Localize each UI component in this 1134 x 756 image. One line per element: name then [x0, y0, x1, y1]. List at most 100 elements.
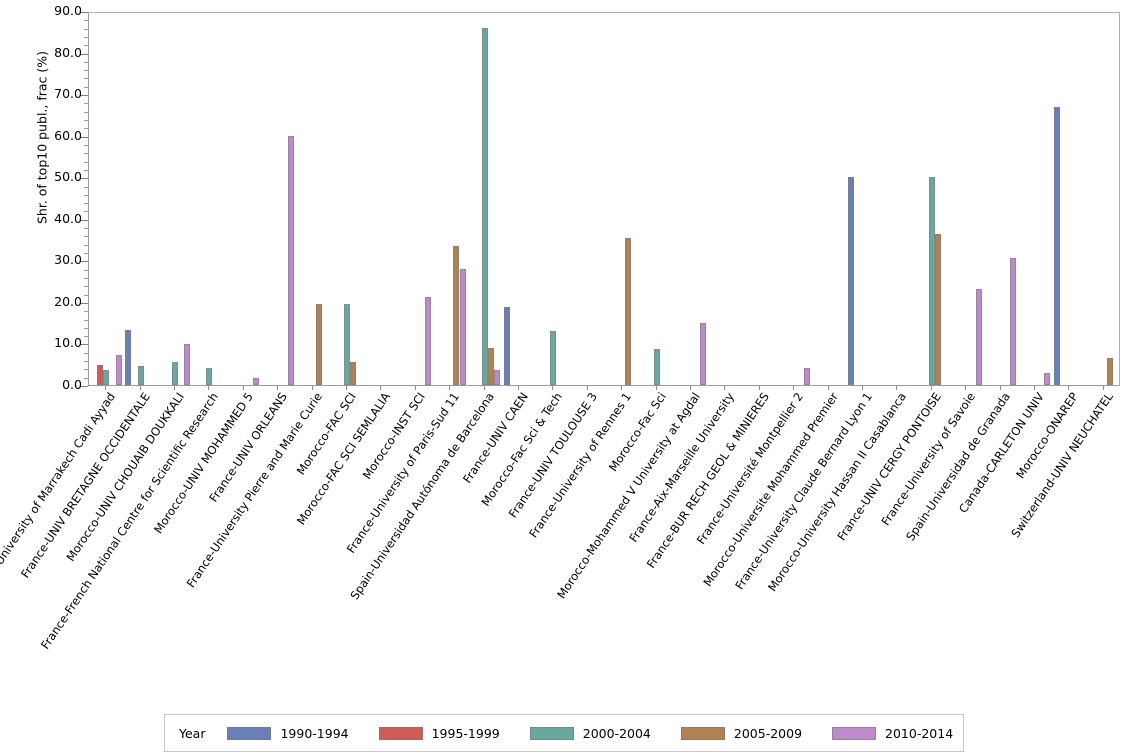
bar	[184, 344, 191, 385]
x-axis-tick	[999, 386, 1001, 390]
x-axis-tick-label: Morocco-Fac Sci & Tech	[478, 389, 566, 509]
y-axis-minor-tick	[84, 319, 88, 321]
y-axis-minor-tick	[84, 327, 88, 329]
y-axis-minor-tick	[84, 294, 88, 296]
legend-color-swatch	[529, 726, 574, 740]
bar	[206, 368, 213, 385]
y-axis-tick-label: 90.0	[54, 3, 82, 18]
x-axis-tick	[449, 386, 451, 390]
x-axis-tick-label: France-University of Paris-Sud 11	[343, 389, 463, 556]
bar	[350, 361, 357, 385]
y-axis-minor-tick	[84, 253, 88, 255]
y-axis-minor-tick	[84, 369, 88, 371]
x-axis-tick-label: Morocco-UNIV MOHAMMED 5	[150, 389, 256, 537]
y-axis-minor-tick	[84, 78, 88, 80]
x-axis-tick-label: Spain-Universidad Autónoma de Barcelona	[347, 389, 497, 603]
bar	[975, 289, 982, 385]
y-axis-minor-tick	[84, 20, 88, 22]
y-axis-tick-label: 70.0	[54, 86, 82, 102]
x-axis-tick-label: France-University of Rennes 1	[526, 389, 635, 541]
x-axis-tick	[1102, 386, 1104, 390]
y-axis-minor-tick	[84, 144, 88, 146]
y-axis-minor-tick	[84, 45, 88, 47]
legend-color-swatch	[832, 726, 877, 740]
x-axis-tick	[1034, 386, 1035, 390]
y-axis-minor-tick	[84, 61, 88, 63]
legend-entry[interactable]: 2000-2004	[529, 725, 651, 741]
y-axis-minor-tick	[84, 128, 88, 130]
y-axis-tick	[80, 386, 88, 387]
y-axis-minor-tick	[84, 120, 88, 122]
bar	[125, 330, 132, 385]
legend-entry[interactable]: 2005-2009	[680, 725, 803, 741]
y-axis-minor-tick	[84, 336, 88, 338]
legend-label: 1995-1999	[431, 725, 500, 741]
x-axis-tick-label: France-Aix-Marseille University	[626, 389, 738, 545]
y-axis-minor-tick	[84, 228, 88, 230]
bar	[803, 367, 810, 385]
x-axis-tick-label: France-UNIV ORLEANS	[206, 389, 291, 505]
bar	[343, 303, 351, 385]
y-axis-minor-tick	[84, 244, 88, 246]
bar	[103, 370, 110, 385]
y-axis-tick	[80, 261, 88, 263]
bar	[171, 362, 179, 385]
legend-color-swatch	[680, 726, 725, 740]
y-axis-minor-tick	[84, 186, 88, 188]
y-axis-tick	[80, 302, 88, 304]
x-axis-tick-label: Morocco-FAC SCI SEMLALIA	[294, 389, 394, 528]
legend-entry[interactable]: 1995-1999	[378, 725, 500, 741]
y-axis-minor-tick	[84, 86, 88, 88]
x-axis-tick-label: Morocco-Mohammed V University at Agdal	[554, 389, 703, 602]
bar	[481, 27, 488, 385]
x-axis-tick-label: Switzerland-UNIV NEUCHATEL	[1008, 389, 1116, 541]
y-axis-minor-tick	[84, 70, 88, 72]
y-axis-minor-tick	[84, 211, 88, 213]
legend-label: 2005-2009	[733, 725, 803, 741]
x-axis-tick-label: Morocco-UNIV CHOUAIB DOUKKALI	[63, 389, 187, 564]
x-axis-tick	[1068, 386, 1070, 390]
y-axis-tick	[80, 136, 88, 138]
bar	[96, 365, 104, 385]
x-axis-tick	[552, 386, 554, 390]
x-axis-tick	[346, 386, 347, 390]
y-axis-minor-tick	[84, 361, 88, 363]
bar	[1106, 358, 1114, 385]
x-axis-tick	[208, 386, 210, 390]
legend-label: 2000-2004	[582, 725, 651, 741]
y-axis-minor-tick	[84, 28, 88, 30]
x-axis-tick	[690, 386, 691, 390]
x-axis-tick-label: France-French National Centre for Scient…	[38, 389, 222, 652]
bar	[1009, 258, 1017, 385]
bar	[459, 268, 466, 385]
x-axis-tick	[518, 386, 519, 390]
y-axis-tick	[80, 219, 88, 221]
x-axis-tick	[174, 386, 175, 390]
legend-entry[interactable]: 1990-1994	[227, 726, 349, 741]
x-axis-tick	[655, 386, 657, 390]
x-axis-tick-label: France-University Claude Bernard Lyon 1	[732, 389, 875, 593]
x-axis-tick	[724, 386, 726, 390]
bar	[253, 377, 260, 385]
x-axis-tick	[621, 386, 623, 390]
bar	[425, 296, 432, 385]
bar	[1053, 107, 1061, 385]
x-axis-tick-label: France-UNIV TOULOUSE 3	[505, 389, 600, 521]
bar	[487, 348, 494, 385]
y-axis-tick-label: 50.0	[54, 169, 82, 185]
bar	[1044, 372, 1051, 385]
y-axis-minor-tick	[84, 169, 88, 171]
bar	[625, 238, 632, 385]
y-axis-tick	[80, 95, 88, 97]
bar	[700, 322, 707, 385]
y-axis-tick-label: 10.0	[54, 335, 82, 351]
y-axis-tick	[80, 344, 88, 346]
x-axis-tick	[139, 386, 141, 390]
x-axis-tick-label: Spain-Universidad de Granada	[902, 389, 1013, 544]
x-axis-tick	[105, 386, 107, 390]
x-axis-tick	[930, 386, 932, 390]
legend-entry[interactable]: 2010-2014	[832, 726, 953, 741]
y-axis-tick	[80, 178, 88, 180]
y-axis-tick	[80, 12, 88, 13]
